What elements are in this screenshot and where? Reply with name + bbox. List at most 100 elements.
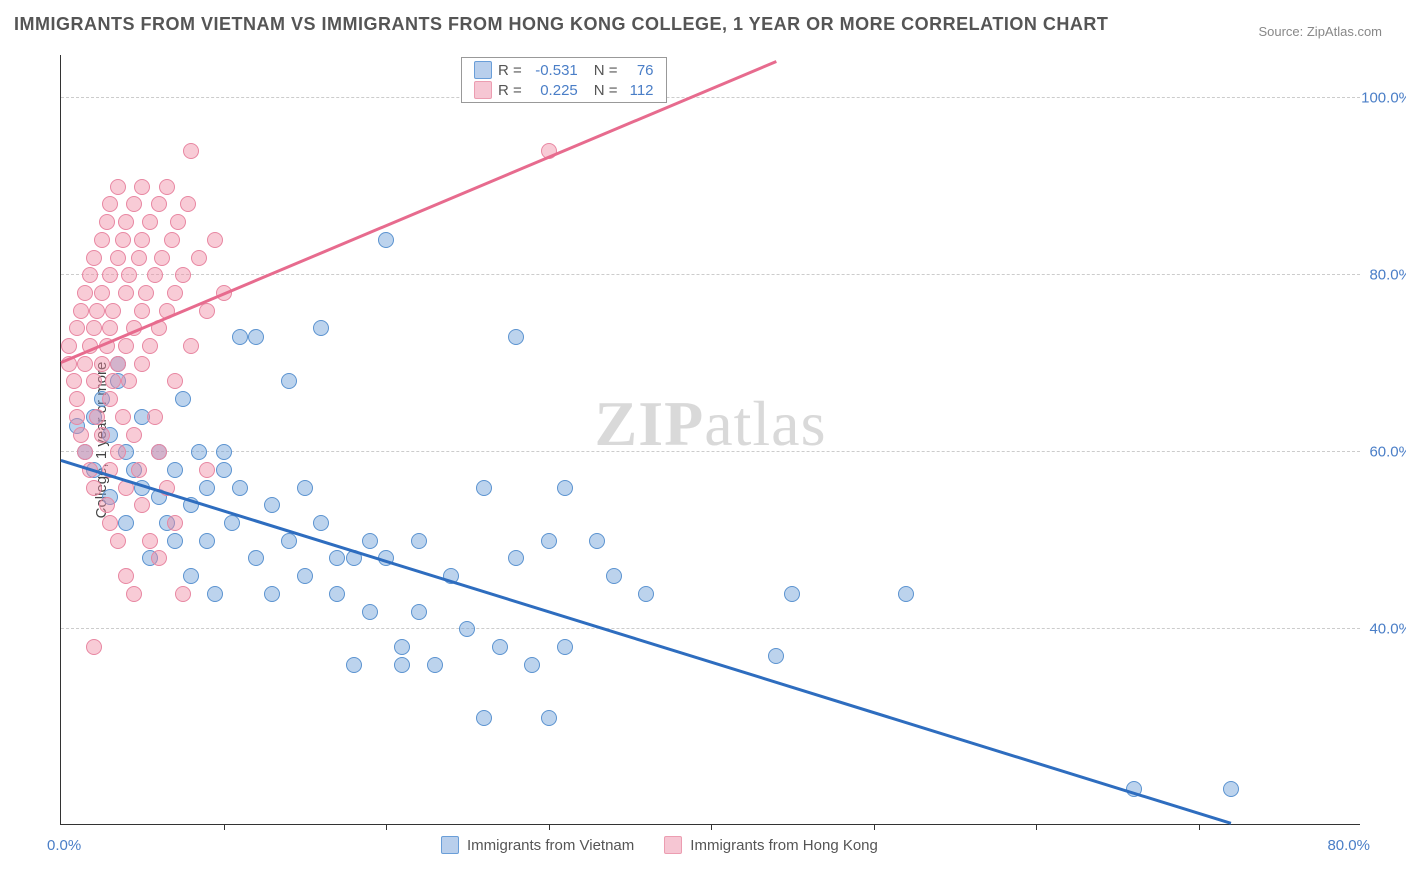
watermark: ZIPatlas	[595, 387, 827, 461]
x-axis-max-label: 80.0%	[1327, 837, 1370, 854]
data-point	[118, 338, 134, 354]
data-point	[191, 250, 207, 266]
legend-item-hongkong: Immigrants from Hong Kong	[664, 836, 878, 854]
data-point	[154, 250, 170, 266]
data-point	[66, 373, 82, 389]
data-point	[768, 648, 784, 664]
data-point	[110, 533, 126, 549]
data-point	[69, 391, 85, 407]
data-point	[589, 533, 605, 549]
data-point	[126, 586, 142, 602]
data-point	[264, 497, 280, 513]
data-point	[138, 285, 154, 301]
legend-swatch-hongkong	[664, 836, 682, 854]
data-point	[362, 533, 378, 549]
y-tick-label: 60.0%	[1369, 444, 1406, 461]
data-point	[118, 515, 134, 531]
data-point	[99, 497, 115, 513]
data-point	[126, 427, 142, 443]
data-point	[898, 586, 914, 602]
data-point	[784, 586, 800, 602]
legend-stats: R = -0.531 N = 76 R = 0.225 N = 112	[461, 57, 667, 103]
legend-series: Immigrants from Vietnam Immigrants from …	[441, 836, 878, 854]
data-point	[427, 657, 443, 673]
data-point	[167, 515, 183, 531]
data-point	[110, 356, 126, 372]
x-tick	[711, 824, 712, 830]
data-point	[524, 657, 540, 673]
data-point	[167, 373, 183, 389]
data-point	[102, 320, 118, 336]
data-point	[224, 515, 240, 531]
data-point	[105, 303, 121, 319]
data-point	[264, 586, 280, 602]
data-point	[118, 285, 134, 301]
data-point	[147, 267, 163, 283]
x-tick	[1036, 824, 1037, 830]
data-point	[102, 267, 118, 283]
data-point	[183, 568, 199, 584]
data-point	[199, 480, 215, 496]
watermark-part1: ZIP	[595, 388, 705, 459]
data-point	[216, 462, 232, 478]
data-point	[638, 586, 654, 602]
legend-n-value-hongkong: 112	[624, 82, 654, 99]
data-point	[115, 409, 131, 425]
data-point	[134, 303, 150, 319]
data-point	[115, 232, 131, 248]
data-point	[232, 329, 248, 345]
data-point	[170, 214, 186, 230]
data-point	[89, 409, 105, 425]
x-tick	[224, 824, 225, 830]
data-point	[476, 710, 492, 726]
x-tick	[386, 824, 387, 830]
data-point	[346, 657, 362, 673]
legend-stats-row: R = 0.225 N = 112	[462, 80, 666, 100]
data-point	[411, 604, 427, 620]
data-point	[151, 550, 167, 566]
data-point	[183, 338, 199, 354]
data-point	[541, 533, 557, 549]
gridline	[61, 97, 1360, 98]
data-point	[134, 179, 150, 195]
data-point	[167, 533, 183, 549]
data-point	[183, 143, 199, 159]
data-point	[94, 285, 110, 301]
data-point	[134, 497, 150, 513]
gridline	[61, 628, 1360, 629]
data-point	[248, 550, 264, 566]
data-point	[151, 196, 167, 212]
data-point	[411, 533, 427, 549]
data-point	[313, 320, 329, 336]
data-point	[121, 373, 137, 389]
data-point	[313, 515, 329, 531]
data-point	[69, 409, 85, 425]
legend-n-value-vietnam: 76	[624, 62, 654, 79]
data-point	[134, 356, 150, 372]
data-point	[207, 586, 223, 602]
data-point	[102, 391, 118, 407]
data-point	[131, 250, 147, 266]
data-point	[86, 373, 102, 389]
data-point	[77, 356, 93, 372]
data-point	[199, 462, 215, 478]
y-tick-label: 100.0%	[1361, 90, 1406, 107]
data-point	[297, 568, 313, 584]
legend-label-vietnam: Immigrants from Vietnam	[467, 837, 634, 854]
data-point	[142, 533, 158, 549]
data-point	[541, 710, 557, 726]
data-point	[175, 391, 191, 407]
legend-stats-row: R = -0.531 N = 76	[462, 60, 666, 80]
data-point	[77, 444, 93, 460]
data-point	[167, 462, 183, 478]
data-point	[476, 480, 492, 496]
x-tick	[1199, 824, 1200, 830]
y-tick-label: 80.0%	[1369, 267, 1406, 284]
data-point	[207, 232, 223, 248]
data-point	[142, 338, 158, 354]
data-point	[606, 568, 622, 584]
data-point	[94, 356, 110, 372]
data-point	[362, 604, 378, 620]
data-point	[175, 586, 191, 602]
data-point	[508, 550, 524, 566]
